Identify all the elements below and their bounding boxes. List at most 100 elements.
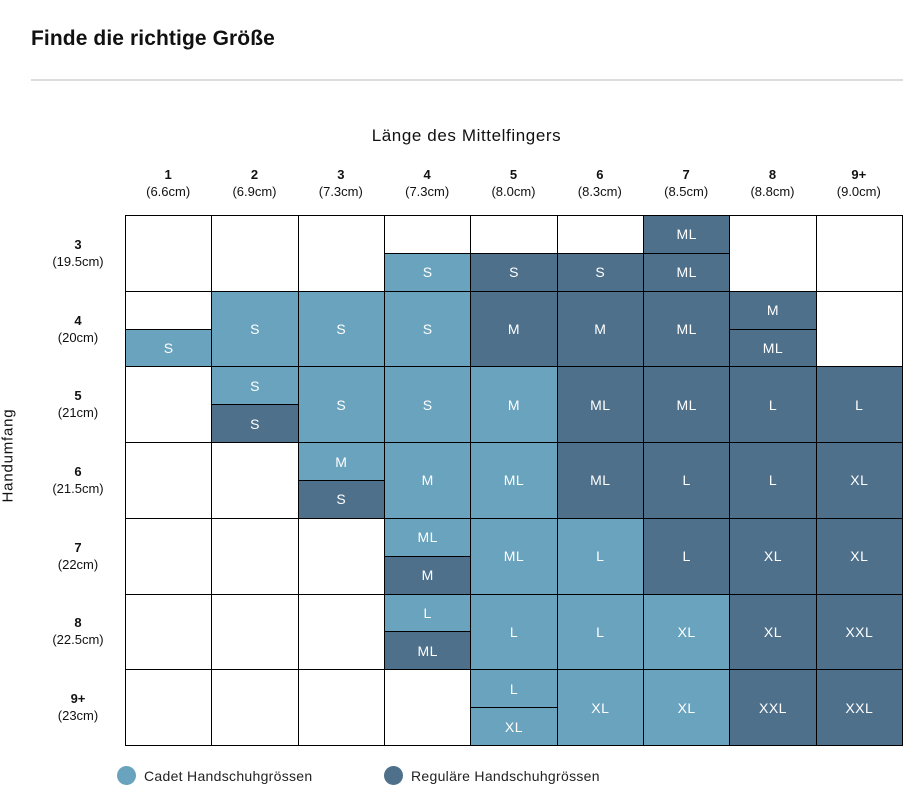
title-divider — [31, 79, 903, 81]
cadet-size-block: S — [384, 252, 472, 292]
cadet-size-block: L — [556, 517, 644, 595]
cadet-size-block: S — [297, 290, 385, 368]
column-header: 9+ (9.0cm) — [816, 166, 902, 200]
regular-size-block: ML — [643, 252, 731, 292]
page-title: Finde die richtige Größe — [31, 27, 275, 50]
row-number: 8 — [74, 615, 82, 631]
cadet-size-block: M — [470, 366, 558, 444]
grid-cell — [297, 215, 385, 292]
grid-cell — [297, 517, 385, 595]
regular-size-block: XL — [729, 593, 817, 671]
regular-size-block: ML — [643, 366, 731, 444]
row-header: 7 (22cm) — [40, 539, 116, 573]
row-number: 9+ — [70, 691, 86, 707]
cadet-size-block: L — [556, 593, 644, 671]
cadet-size-block: S — [297, 366, 385, 444]
cadet-size-block: XL — [643, 669, 731, 746]
column-number: 3 — [337, 167, 345, 182]
regular-size-block: ML — [556, 366, 644, 444]
cadet-size-block: ML — [470, 517, 558, 595]
column-length: (9.0cm) — [836, 184, 881, 199]
row-circumference: (19.5cm) — [52, 253, 104, 269]
grid-cell — [125, 215, 213, 292]
grid-cell — [297, 593, 385, 671]
cadet-size-block: L — [384, 593, 472, 633]
cadet-size-block: XL — [643, 593, 731, 671]
regular-size-block: L — [729, 366, 817, 444]
regular-size-block: XXL — [815, 593, 903, 671]
regular-size-block: L — [643, 517, 731, 595]
regular-size-block: M — [729, 290, 817, 330]
grid-cell — [211, 593, 299, 671]
row-header: 6 (21.5cm) — [40, 463, 116, 497]
row-header: 3 (19.5cm) — [40, 236, 116, 270]
column-number: 4 — [423, 167, 431, 182]
column-number: 8 — [768, 167, 777, 182]
column-number: 7 — [682, 167, 690, 182]
grid-cell — [125, 442, 213, 519]
regular-size-block: S — [211, 404, 299, 444]
regular-size-block: XXL — [815, 669, 903, 746]
regular-size-block: M — [556, 290, 644, 368]
regular-size-block: S — [470, 252, 558, 292]
column-length: (8.8cm) — [750, 184, 795, 199]
regular-size-block: ML — [643, 290, 731, 368]
column-length: (8.5cm) — [664, 184, 709, 199]
column-header: 2 (6.9cm) — [211, 166, 297, 200]
column-number: 5 — [509, 167, 518, 182]
regular-size-block: M — [470, 290, 558, 368]
grid-cell — [211, 669, 299, 746]
cadet-size-block: S — [384, 290, 472, 368]
cadet-size-block: M — [384, 442, 472, 519]
column-header: 1 (6.6cm) — [125, 166, 211, 200]
cadet-size-block: XL — [470, 707, 558, 746]
row-circumference: (22cm) — [57, 556, 99, 572]
regular-size-block: ML — [384, 631, 472, 671]
regular-size-block: ML — [556, 442, 644, 519]
row-circumference: (21cm) — [57, 405, 99, 421]
column-length: (6.9cm) — [232, 184, 277, 199]
legend-label-cadet: Cadet Handschuhgrössen — [144, 767, 313, 784]
column-header: 3 (7.3cm) — [298, 166, 384, 200]
regular-size-block: L — [815, 366, 903, 444]
regular-size-block: L — [643, 442, 731, 519]
grid-cell — [125, 517, 213, 595]
regular-size-block: S — [556, 252, 644, 292]
column-number: 6 — [596, 167, 604, 182]
cadet-size-block: ML — [470, 442, 558, 519]
grid-cell — [211, 215, 299, 292]
column-length: (8.0cm) — [491, 184, 536, 199]
row-number: 3 — [74, 236, 82, 252]
cadet-size-block: L — [470, 669, 558, 709]
column-length: (7.3cm) — [405, 184, 450, 199]
legend-label-regular: Reguläre Handschuhgrössen — [411, 767, 600, 784]
size-grid: S S S ML ML S M M ML M ML S S M ML ML L L M S ML ML L L XL ML M L L X… — [125, 215, 903, 746]
column-header: 8 (8.8cm) — [729, 166, 815, 200]
column-header: 7 (8.5cm) — [643, 166, 729, 200]
row-number: 7 — [74, 539, 82, 555]
legend-swatch-regular — [384, 766, 403, 785]
cadet-size-block: L — [470, 593, 558, 671]
regular-size-block: XL — [729, 517, 817, 595]
row-circumference: (20cm) — [57, 329, 99, 345]
row-number: 5 — [74, 388, 82, 404]
cadet-size-block: ML — [384, 517, 472, 557]
grid-cell — [211, 442, 299, 519]
x-axis-title: Länge des Mittelfingers — [371, 126, 562, 145]
column-header: 4 (7.3cm) — [384, 166, 470, 200]
column-header: 5 (8.0cm) — [470, 166, 556, 200]
legend-item-cadet: Cadet Handschuhgrössen — [117, 766, 312, 785]
grid-cell — [815, 290, 903, 368]
cadet-size-block: S — [211, 366, 299, 406]
regular-size-block: XXL — [729, 669, 817, 746]
cadet-size-block: M — [297, 442, 385, 481]
column-number: 2 — [250, 167, 259, 182]
column-header: 6 (8.3cm) — [557, 166, 643, 200]
regular-size-block: ML — [643, 215, 731, 254]
column-length: (7.3cm) — [318, 184, 363, 199]
grid-cell — [211, 517, 299, 595]
grid-cell — [125, 593, 213, 671]
regular-size-block: XL — [815, 517, 903, 595]
row-header: 5 (21cm) — [40, 387, 116, 421]
row-circumference: (23cm) — [57, 708, 99, 724]
